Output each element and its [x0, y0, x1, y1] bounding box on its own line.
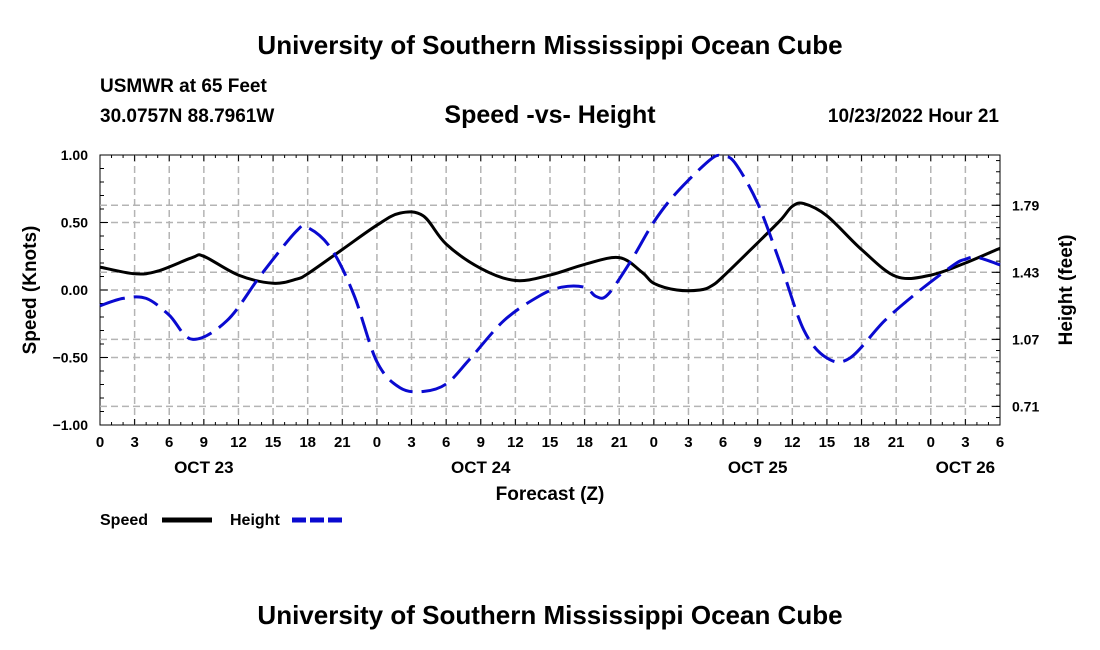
chart-title: Speed -vs- Height	[444, 101, 656, 129]
x-tick-label: 18	[853, 434, 870, 451]
x-tick-label: 0	[373, 434, 381, 451]
y2-tick-label: 1.07	[1012, 331, 1039, 347]
y-axis-title: Speed (Knots)	[20, 226, 41, 355]
date-label: OCT 24	[451, 458, 511, 477]
x-tick-label: 3	[961, 434, 969, 451]
axis-ticks	[99, 154, 1001, 426]
x-tick-label: 21	[334, 434, 351, 451]
legend-height-label: Height	[230, 512, 280, 529]
speed-series-line	[99, 201, 1001, 293]
x-tick-label: 12	[507, 434, 524, 451]
x-tick-label: 0	[650, 434, 658, 451]
x-tick-label: 0	[927, 434, 935, 451]
y2-tick-label: 1.43	[1012, 264, 1039, 280]
x-tick-label: 18	[576, 434, 593, 451]
chart-date-label: 10/23/2022 Hour 21	[827, 106, 999, 127]
x-tick-label: 21	[611, 434, 628, 451]
x-tick-label: 6	[165, 434, 173, 451]
legend: Speed Height	[100, 512, 342, 529]
x-tick-label: 18	[299, 434, 316, 451]
grid-lines	[100, 155, 1000, 425]
station-name: USMWR at 65 Feet	[100, 76, 267, 97]
x-tick-label: 15	[542, 434, 559, 451]
series-layer	[99, 153, 1001, 394]
x-tick-label: 15	[265, 434, 282, 451]
x-tick-label: 3	[407, 434, 415, 451]
y-tick-label: 0.50	[61, 215, 88, 231]
legend-speed-label: Speed	[100, 512, 148, 529]
x-tick-label: 12	[230, 434, 247, 451]
axis-labels: 0 3 6 9 12 15 18 21 0 3 6 9 12 15 18 21 0 3 6 9 12 15 18 21 0 3 6O…	[53, 147, 1040, 477]
x-axis-title: Forecast (Z)	[496, 484, 605, 505]
main-title: University of Southern Mississippi Ocean…	[257, 30, 843, 60]
x-tick-label: 9	[200, 434, 208, 451]
y-tick-label: −0.50	[53, 350, 89, 366]
x-tick-label: 6	[442, 434, 450, 451]
y-tick-label: −1.00	[53, 417, 89, 433]
x-tick-label: 12	[784, 434, 801, 451]
x-tick-label: 9	[477, 434, 485, 451]
x-tick-label: 3	[684, 434, 692, 451]
y2-axis-title: Height (feet)	[1056, 235, 1077, 346]
date-label: OCT 23	[174, 458, 234, 477]
y2-tick-label: 1.79	[1012, 197, 1039, 213]
x-tick-label: 6	[996, 434, 1004, 451]
x-tick-label: 9	[754, 434, 762, 451]
y-tick-label: 0.00	[61, 282, 88, 298]
x-tick-label: 3	[130, 434, 138, 451]
y2-tick-label: 0.71	[1012, 398, 1039, 414]
y-tick-label: 1.00	[61, 147, 88, 163]
x-tick-label: 0	[96, 434, 104, 451]
date-label: OCT 26	[936, 458, 996, 477]
footer-title: University of Southern Mississippi Ocean…	[257, 600, 843, 630]
height-series-line	[99, 153, 1001, 394]
date-label: OCT 25	[728, 458, 788, 477]
x-tick-label: 21	[888, 434, 905, 451]
x-tick-label: 6	[719, 434, 727, 451]
station-coordinates: 30.0757N 88.7961W	[100, 106, 275, 127]
x-tick-label: 15	[819, 434, 836, 451]
